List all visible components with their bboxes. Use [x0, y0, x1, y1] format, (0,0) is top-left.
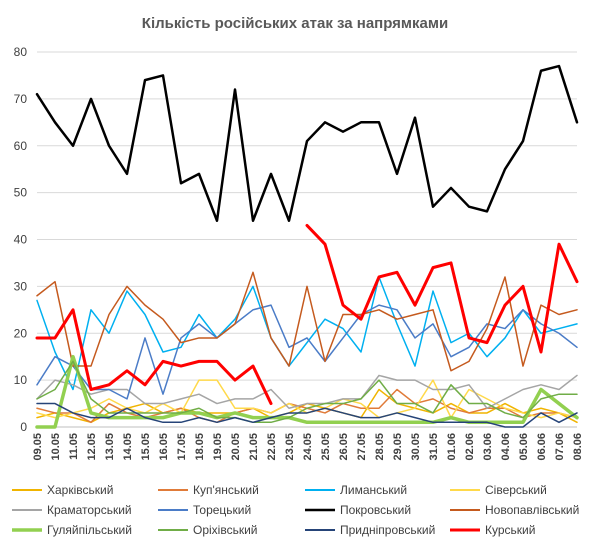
- x-axis-ticks: 09.05 10.05 11.05 12.05 13.05 14.05 15.05 16.05…: [32, 433, 584, 461]
- legend-label: Покровський: [340, 503, 411, 517]
- x-tick-label: 25.05: [320, 433, 332, 461]
- x-tick-label: 16.05: [158, 433, 170, 461]
- legend-label: Курський: [485, 523, 535, 537]
- x-tick-label: 05.06: [518, 433, 530, 461]
- x-tick-label: 14.05: [122, 433, 134, 461]
- legend-label: Куп'янський: [193, 483, 259, 497]
- series-line-3: [36, 276, 578, 391]
- x-tick-label: 29.05: [392, 433, 404, 461]
- x-tick-label: 10.05: [50, 433, 62, 461]
- series-line-6: [36, 304, 578, 400]
- series-line-7: [35, 64, 579, 222]
- x-tick-label: 01.06: [446, 433, 458, 461]
- x-tick-label: 13.05: [104, 433, 116, 461]
- x-tick-label: 23.05: [284, 433, 296, 461]
- y-tick-label: 30: [14, 279, 28, 293]
- chart-title: Кількість російських атак за напрямками: [142, 15, 448, 32]
- x-tick-label: 19.05: [212, 433, 224, 461]
- legend-label: Лиманський: [340, 483, 407, 497]
- series-line-5: [36, 374, 578, 409]
- x-tick-label: 22.05: [266, 433, 278, 461]
- x-tick-label: 07.06: [554, 433, 566, 461]
- y-tick-label: 70: [14, 92, 28, 106]
- legend-label: Гуляйпільський: [47, 523, 132, 537]
- x-tick-label: 24.05: [302, 433, 314, 461]
- x-tick-label: 18.05: [194, 433, 206, 461]
- x-tick-label: 21.05: [248, 433, 260, 461]
- series-line-12: [35, 223, 579, 406]
- x-tick-label: 26.05: [338, 433, 350, 461]
- y-tick-label: 10: [14, 373, 28, 387]
- legend-label: Оріхівський: [193, 523, 258, 537]
- x-tick-label: 04.06: [500, 433, 512, 461]
- x-tick-label: 09.05: [32, 433, 44, 461]
- y-tick-label: 80: [14, 45, 28, 59]
- x-tick-label: 15.05: [140, 433, 152, 461]
- x-tick-label: 30.05: [410, 433, 422, 461]
- series-line-8: [36, 271, 578, 372]
- legend-label: Краматорський: [47, 503, 132, 517]
- legend: Харківський Куп'янський Лиманський Сіверськ…: [12, 483, 579, 537]
- y-axis-ticks: 0 10 20 30 40 50 60 70 80: [14, 45, 28, 434]
- x-tick-label: 12.05: [86, 433, 98, 461]
- y-tick-label: 20: [14, 326, 28, 340]
- y-tick-label: 50: [14, 186, 28, 200]
- x-tick-label: 02.06: [464, 433, 476, 461]
- x-tick-label: 20.05: [230, 433, 242, 461]
- x-tick-label: 03.06: [482, 433, 494, 461]
- series-lines: [35, 64, 579, 429]
- x-tick-label: 28.05: [374, 433, 386, 461]
- legend-label: Новопавлівський: [485, 503, 579, 517]
- legend-label: Харківський: [47, 483, 113, 497]
- legend-label: Сіверський: [485, 483, 547, 497]
- y-tick-label: 0: [20, 420, 27, 434]
- legend-label: Придніпровський: [340, 523, 435, 537]
- y-tick-label: 60: [14, 139, 28, 153]
- x-tick-label: 11.05: [68, 433, 80, 460]
- x-tick-label: 31.05: [428, 433, 440, 461]
- x-tick-label: 27.05: [356, 433, 368, 461]
- x-tick-label: 08.06: [572, 433, 584, 461]
- legend-label: Торецький: [193, 503, 251, 517]
- series-line-11: [36, 402, 578, 428]
- series-line-10: [36, 360, 578, 424]
- y-tick-label: 40: [14, 233, 28, 247]
- x-tick-label: 06.06: [536, 433, 548, 461]
- x-tick-label: 17.05: [176, 433, 188, 461]
